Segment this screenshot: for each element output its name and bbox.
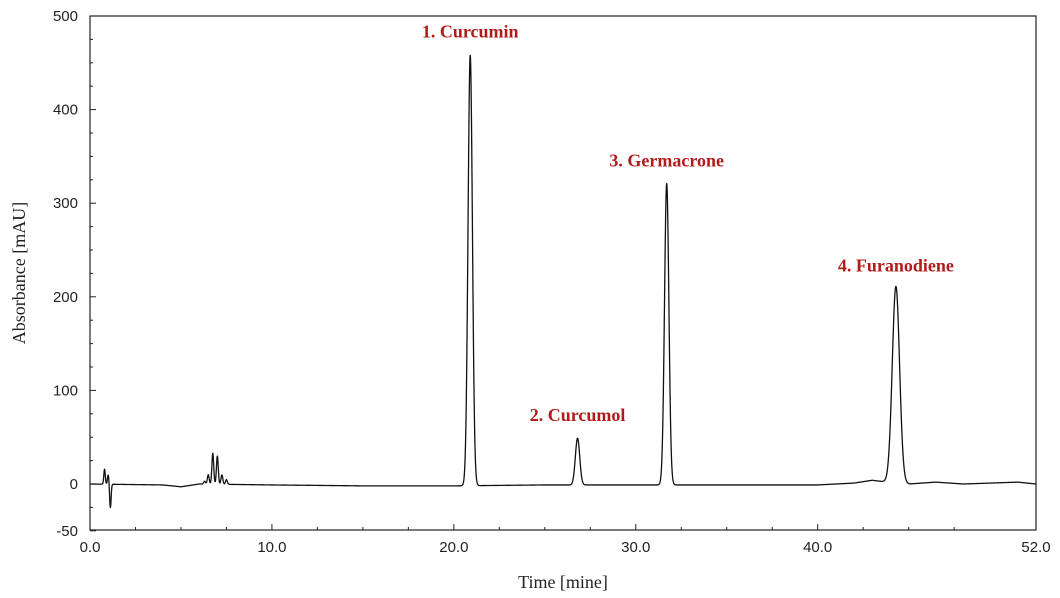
x-tick-label: 52.0 <box>1021 539 1050 556</box>
x-tick-label: 10.0 <box>257 539 286 556</box>
tick-labels: 0.0 10.0 20.0 30.0 40.0 52.0 -50 0 100 200 300 400 5… <box>53 8 1051 556</box>
y-axis-title: Absorbance [mAU] <box>9 202 29 344</box>
peak-label: 1. Curcumin <box>422 21 519 41</box>
x-axis-title: Time [mine] <box>518 572 608 592</box>
y-tick-label: 100 <box>53 382 78 399</box>
axis-ticks <box>89 15 1037 532</box>
peak-label: 4. Furanodiene <box>838 255 954 275</box>
x-tick-label: 40.0 <box>803 539 832 556</box>
peak-label: 3. Germacrone <box>609 151 724 171</box>
y-tick-label: 200 <box>53 289 78 306</box>
peak-labels: 1. Curcumin 2. Curcumol 3. Germacrone 4. Fu… <box>422 21 954 425</box>
y-tick-label: 300 <box>53 195 78 212</box>
y-tick-label: 0 <box>70 476 78 493</box>
x-tick-label: 30.0 <box>621 539 650 556</box>
x-tick-label: 20.0 <box>439 539 468 556</box>
y-tick-label: 500 <box>53 8 78 25</box>
x-tick-label: 0.0 <box>80 539 101 556</box>
chromatogram-trace <box>89 54 1037 509</box>
y-tick-label: 400 <box>53 102 78 119</box>
peak-label: 2. Curcumol <box>530 405 626 425</box>
y-tick-label: -50 <box>56 523 78 540</box>
